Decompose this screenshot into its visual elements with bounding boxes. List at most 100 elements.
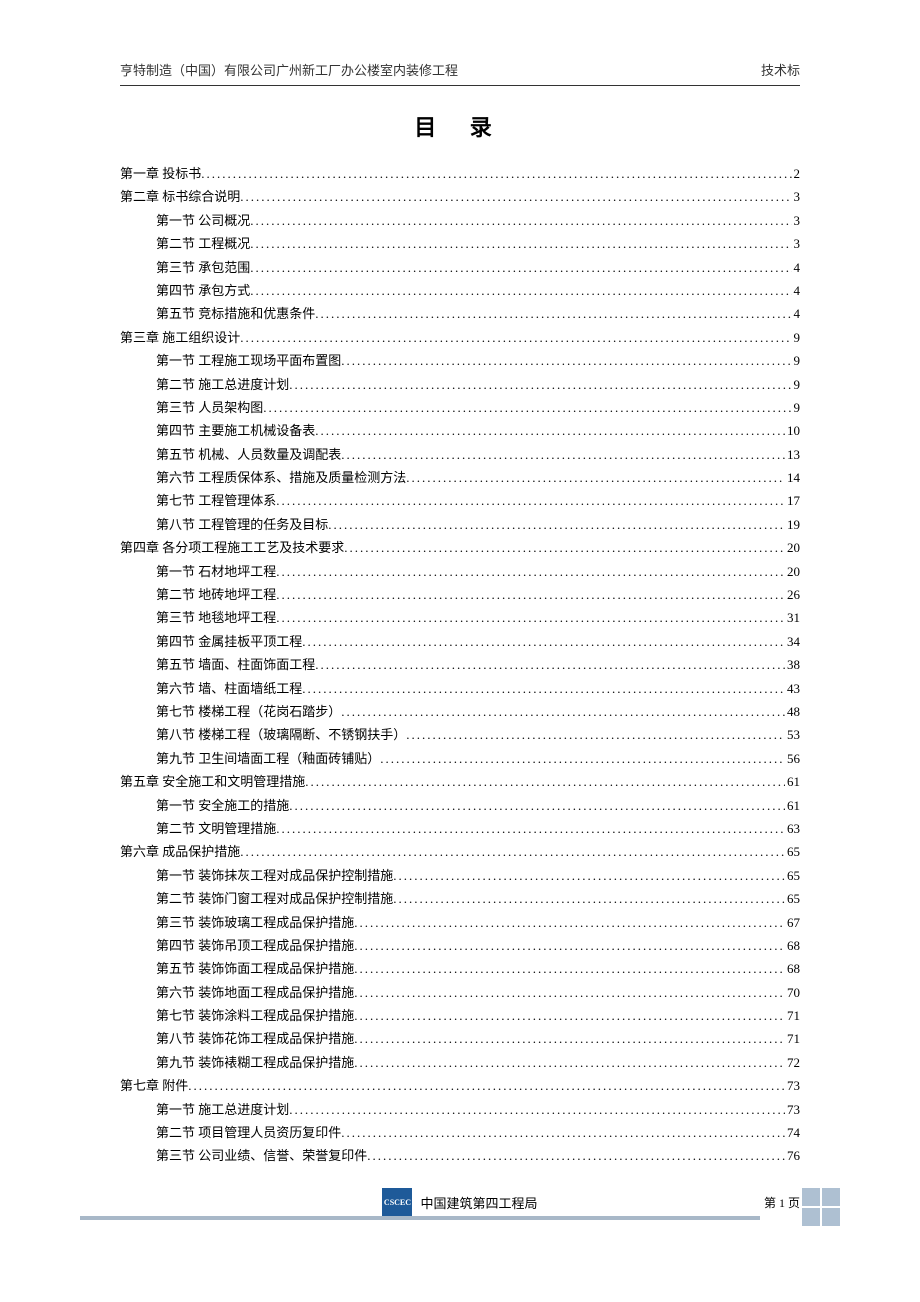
toc-leader-dots bbox=[188, 1074, 785, 1097]
toc-page: 3 bbox=[792, 209, 801, 232]
toc-label: 第五节 竞标措施和优惠条件 bbox=[156, 302, 315, 325]
toc-leader-dots bbox=[289, 794, 785, 817]
toc-label: 第三节 承包范围 bbox=[156, 256, 250, 279]
toc-leader-dots bbox=[354, 1027, 785, 1050]
toc-leader-dots bbox=[240, 185, 791, 208]
toc-entry: 第三章 施工组织设计 9 bbox=[120, 326, 800, 349]
toc-label: 第三节 装饰玻璃工程成品保护措施 bbox=[156, 911, 354, 934]
toc-page: 71 bbox=[785, 1027, 800, 1050]
toc-entry: 第七节 装饰涂料工程成品保护措施 71 bbox=[120, 1004, 800, 1027]
toc-leader-dots bbox=[250, 232, 791, 255]
toc-label: 第一章 投标书 bbox=[120, 162, 201, 185]
toc-entry: 第四节 承包方式 4 bbox=[120, 279, 800, 302]
toc-leader-dots bbox=[354, 911, 785, 934]
toc-entry: 第三节 公司业绩、信誉、荣誉复印件 76 bbox=[120, 1144, 800, 1167]
toc-entry: 第八节 工程管理的任务及目标 19 bbox=[120, 513, 800, 536]
toc-entry: 第三节 装饰玻璃工程成品保护措施 67 bbox=[120, 911, 800, 934]
toc-page: 65 bbox=[785, 887, 800, 910]
toc-page: 14 bbox=[785, 466, 800, 489]
toc-page: 68 bbox=[785, 934, 800, 957]
toc-label: 第四节 装饰吊顶工程成品保护措施 bbox=[156, 934, 354, 957]
toc-leader-dots bbox=[289, 373, 791, 396]
toc-label: 第七节 工程管理体系 bbox=[156, 489, 276, 512]
toc-page: 9 bbox=[792, 396, 801, 419]
toc-entry: 第七章 附件 73 bbox=[120, 1074, 800, 1097]
toc-leader-dots bbox=[276, 817, 785, 840]
toc-entry: 第四节 主要施工机械设备表 10 bbox=[120, 419, 800, 442]
toc-entry: 第七节 工程管理体系 17 bbox=[120, 489, 800, 512]
page-footer: CSCEC 中国建筑第四工程局 第 1 页 bbox=[120, 1188, 800, 1238]
toc-label: 第六章 成品保护措施 bbox=[120, 840, 240, 863]
toc-leader-dots bbox=[315, 419, 785, 442]
toc-leader-dots bbox=[289, 1098, 785, 1121]
toc-page: 4 bbox=[792, 279, 801, 302]
toc-entry: 第八节 装饰花饰工程成品保护措施 71 bbox=[120, 1027, 800, 1050]
toc-entry: 第二节 装饰门窗工程对成品保护控制措施 65 bbox=[120, 887, 800, 910]
toc-entry: 第四章 各分项工程施工工艺及技术要求 20 bbox=[120, 536, 800, 559]
toc-leader-dots bbox=[276, 606, 785, 629]
toc-entry: 第一节 石材地坪工程 20 bbox=[120, 560, 800, 583]
toc-page: 34 bbox=[785, 630, 800, 653]
toc-leader-dots bbox=[354, 981, 785, 1004]
toc-label: 第二节 施工总进度计划 bbox=[156, 373, 289, 396]
toc-page: 9 bbox=[792, 373, 801, 396]
toc-label: 第五章 安全施工和文明管理措施 bbox=[120, 770, 305, 793]
toc-label: 第一节 公司概况 bbox=[156, 209, 250, 232]
toc-label: 第八节 工程管理的任务及目标 bbox=[156, 513, 328, 536]
toc-entry: 第五节 机械、人员数量及调配表 13 bbox=[120, 443, 800, 466]
toc-label: 第二节 地砖地坪工程 bbox=[156, 583, 276, 606]
toc-entry: 第一节 公司概况 3 bbox=[120, 209, 800, 232]
toc-label: 第一节 石材地坪工程 bbox=[156, 560, 276, 583]
footer-center: CSCEC 中国建筑第四工程局 bbox=[120, 1188, 800, 1218]
toc-label: 第一节 工程施工现场平面布置图 bbox=[156, 349, 341, 372]
footer-bar bbox=[80, 1216, 760, 1220]
toc-label: 第二节 文明管理措施 bbox=[156, 817, 276, 840]
toc-page: 56 bbox=[785, 747, 800, 770]
toc-leader-dots bbox=[276, 560, 785, 583]
toc-entry: 第六章 成品保护措施 65 bbox=[120, 840, 800, 863]
toc-label: 第四节 承包方式 bbox=[156, 279, 250, 302]
toc-label: 第四节 金属挂板平顶工程 bbox=[156, 630, 302, 653]
toc-label: 第一节 施工总进度计划 bbox=[156, 1098, 289, 1121]
toc-entry: 第四节 装饰吊顶工程成品保护措施 68 bbox=[120, 934, 800, 957]
toc-page: 48 bbox=[785, 700, 800, 723]
toc-entry: 第二节 施工总进度计划 9 bbox=[120, 373, 800, 396]
toc-page: 67 bbox=[785, 911, 800, 934]
toc-leader-dots bbox=[367, 1144, 785, 1167]
toc-entry: 第一节 工程施工现场平面布置图 9 bbox=[120, 349, 800, 372]
toc-leader-dots bbox=[302, 630, 785, 653]
toc-leader-dots bbox=[240, 840, 785, 863]
toc-page: 61 bbox=[785, 770, 800, 793]
toc-entry: 第六节 工程质保体系、措施及质量检测方法 14 bbox=[120, 466, 800, 489]
toc-leader-dots bbox=[354, 1051, 785, 1074]
toc-label: 第八节 装饰花饰工程成品保护措施 bbox=[156, 1027, 354, 1050]
toc-page: 72 bbox=[785, 1051, 800, 1074]
toc-entry: 第六节 墙、柱面墙纸工程 43 bbox=[120, 677, 800, 700]
header-right: 技术标 bbox=[761, 60, 800, 79]
toc-label: 第七章 附件 bbox=[120, 1074, 188, 1097]
toc-entry: 第二章 标书综合说明 3 bbox=[120, 185, 800, 208]
header-left: 亨特制造（中国）有限公司广州新工厂办公楼室内装修工程 bbox=[120, 60, 458, 79]
toc-label: 第七节 装饰涂料工程成品保护措施 bbox=[156, 1004, 354, 1027]
toc-label: 第五节 装饰饰面工程成品保护措施 bbox=[156, 957, 354, 980]
toc-page: 71 bbox=[785, 1004, 800, 1027]
toc-label: 第四章 各分项工程施工工艺及技术要求 bbox=[120, 536, 344, 559]
toc-leader-dots bbox=[341, 349, 791, 372]
toc-label: 第五节 墙面、柱面饰面工程 bbox=[156, 653, 315, 676]
toc-page: 3 bbox=[792, 185, 801, 208]
toc-page: 73 bbox=[785, 1098, 800, 1121]
toc-label: 第一节 安全施工的措施 bbox=[156, 794, 289, 817]
toc-entry: 第一节 装饰抹灰工程对成品保护控制措施 65 bbox=[120, 864, 800, 887]
toc-entry: 第三节 地毯地坪工程 31 bbox=[120, 606, 800, 629]
toc-leader-dots bbox=[328, 513, 785, 536]
toc-label: 第四节 主要施工机械设备表 bbox=[156, 419, 315, 442]
toc-leader-dots bbox=[276, 583, 785, 606]
toc-leader-dots bbox=[341, 1121, 785, 1144]
toc-label: 第九节 装饰裱糊工程成品保护措施 bbox=[156, 1051, 354, 1074]
toc-entry: 第二节 文明管理措施 63 bbox=[120, 817, 800, 840]
toc-leader-dots bbox=[315, 653, 785, 676]
toc-label: 第八节 楼梯工程（玻璃隔断、不锈钢扶手） bbox=[156, 723, 406, 746]
toc-entry: 第五节 装饰饰面工程成品保护措施 68 bbox=[120, 957, 800, 980]
toc-entry: 第八节 楼梯工程（玻璃隔断、不锈钢扶手） 53 bbox=[120, 723, 800, 746]
toc-leader-dots bbox=[305, 770, 785, 793]
